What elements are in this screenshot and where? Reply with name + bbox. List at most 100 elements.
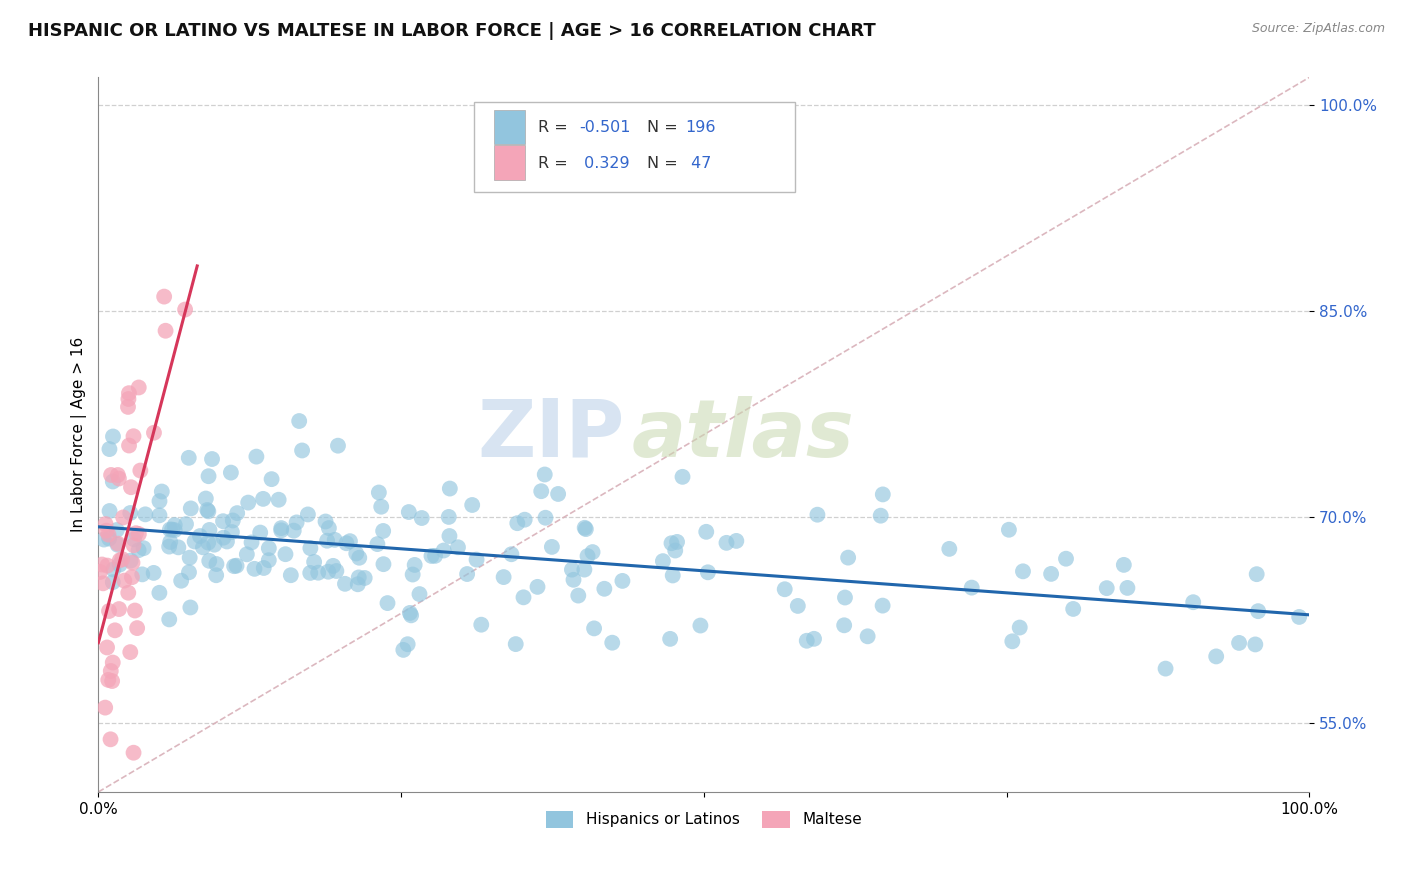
Point [506,516,529,531]
Point [335,536,357,550]
Point [180,501,202,516]
Point [299,541,322,556]
Point [575,522,598,536]
Point [155,324,177,338]
Point [349,550,371,565]
Point [100,467,122,482]
Point [505,637,527,651]
Point [367,485,389,500]
Point [108,471,131,485]
Point [150,484,173,499]
Point [96,640,118,655]
Point [339,534,361,549]
FancyBboxPatch shape [495,145,524,179]
Point [89,565,111,579]
Point [716,536,738,550]
Point [1001,634,1024,648]
Point [492,570,515,584]
Point [97,527,120,541]
Point [205,557,228,571]
Point [120,553,142,567]
Point [260,472,283,486]
Point [252,491,274,506]
Point [513,513,536,527]
Point [1054,551,1077,566]
Point [796,633,818,648]
Point [346,577,368,591]
Point [131,567,153,582]
Point [856,629,879,643]
Point [574,521,596,535]
Point [408,587,430,601]
Point [197,535,219,549]
Point [96,524,118,538]
Point [370,500,392,514]
Point [526,580,548,594]
Text: 196: 196 [686,120,716,135]
Point [574,563,596,577]
Point [97,673,120,687]
Point [159,523,181,537]
Point [725,533,748,548]
Point [433,543,456,558]
Point [396,637,419,651]
Point [1040,566,1063,581]
Point [197,504,219,518]
Point [249,525,271,540]
Text: 47: 47 [686,156,711,170]
Point [533,467,555,482]
Point [938,541,960,556]
Point [344,546,367,560]
Point [121,570,143,584]
Point [183,534,205,549]
Point [461,498,484,512]
Point [323,533,346,547]
Point [299,566,322,580]
Point [128,380,150,394]
Point [224,559,246,574]
Point [257,541,280,556]
Point [695,524,717,539]
Point [132,541,155,556]
Point [283,524,305,538]
Point [583,621,606,635]
Point [117,586,139,600]
Point [96,558,118,573]
Point [1012,565,1035,579]
Point [837,550,859,565]
Point [117,400,139,414]
Text: R =: R = [538,120,572,135]
Point [98,442,121,456]
Point [377,596,399,610]
Point [122,533,145,547]
Point [671,470,693,484]
Point [148,494,170,508]
Point [125,526,148,541]
Point [163,518,186,533]
Point [439,482,461,496]
Point [179,600,201,615]
Point [148,508,170,523]
Point [576,549,599,563]
Point [118,438,141,452]
Point [456,567,478,582]
Point [143,425,166,440]
Point [1205,649,1227,664]
Text: N =: N = [647,120,683,135]
Point [270,521,292,535]
Point [94,517,117,532]
Point [159,535,181,549]
Point [157,540,180,554]
Point [101,429,124,443]
Text: atlas: atlas [631,396,853,474]
Point [167,541,190,555]
Point [118,386,141,401]
Point [773,582,796,597]
Point [1247,604,1270,618]
Point [1116,581,1139,595]
Legend: Hispanics or Latinos, Maltese: Hispanics or Latinos, Maltese [540,805,868,834]
FancyBboxPatch shape [474,103,794,192]
Point [316,565,339,579]
Point [98,532,121,546]
Text: 0.329: 0.329 [579,156,630,170]
